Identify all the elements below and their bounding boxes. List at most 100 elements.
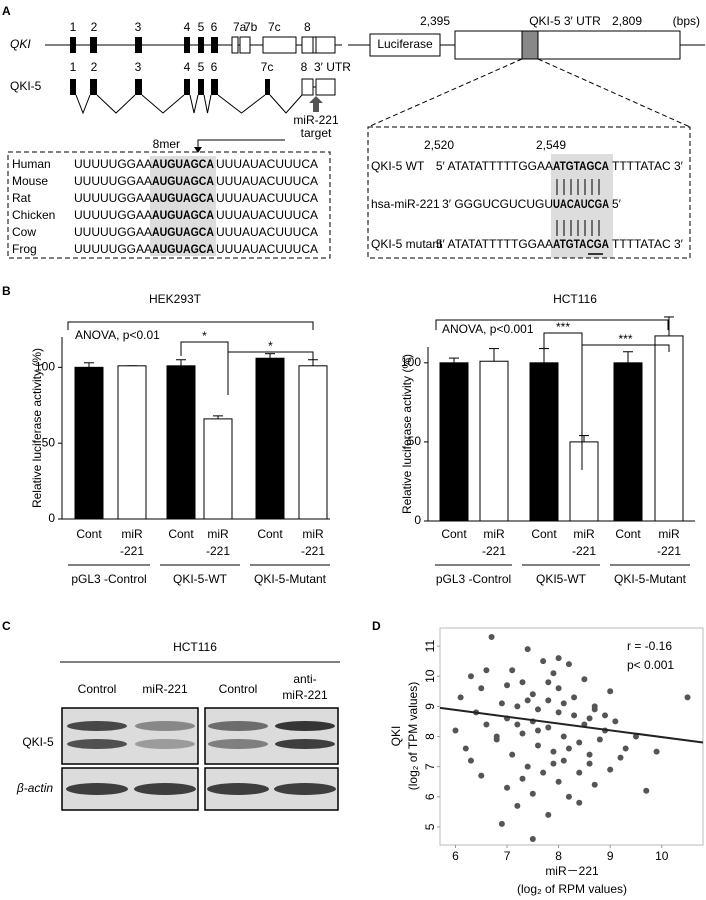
exon-label: 7a [233, 20, 247, 34]
luciferase-label: Luciferase [377, 37, 433, 51]
x-tick-label: 10 [655, 849, 669, 863]
point [576, 739, 583, 746]
sequence: 5′ ATATATTTTTGGAA [436, 237, 553, 251]
intron [75, 94, 91, 115]
pointer [197, 139, 285, 148]
exon-label: 7c [261, 60, 274, 74]
point [529, 835, 536, 842]
point [612, 718, 619, 725]
target-label: target [301, 126, 332, 140]
bar [439, 362, 469, 522]
significance-bracket [180, 341, 229, 395]
point [514, 721, 521, 728]
utr [315, 78, 336, 96]
exon-label: 1 [70, 20, 77, 34]
point [560, 700, 567, 707]
sequence: UUUUUGGAA [74, 157, 152, 171]
point [478, 685, 485, 692]
sequence: 5′ ATATATTTTTGGAA [436, 159, 553, 173]
sequence: UUUAUACUUUCA [216, 157, 318, 171]
point [565, 793, 572, 800]
band [208, 721, 268, 731]
significance-label: * [202, 329, 207, 343]
exon [184, 37, 190, 53]
point [586, 715, 593, 722]
exon [135, 37, 142, 53]
x-tick-label: -221 [482, 544, 506, 558]
point [519, 679, 526, 686]
intron [96, 94, 136, 114]
seed: ATGTAGCA [553, 159, 609, 173]
exon-label: 2 [91, 20, 98, 34]
exon [135, 79, 142, 95]
x-tick-label: 7 [504, 849, 511, 863]
point [565, 661, 572, 668]
lane-label: miR-221 [142, 682, 188, 696]
point [529, 691, 536, 698]
point [550, 748, 557, 755]
point [540, 769, 547, 776]
highlights [150, 154, 613, 258]
intron [203, 94, 212, 114]
x-tick-label: miR [121, 527, 143, 541]
sequence: UUUAUACUUUCA [216, 242, 318, 256]
seed-highlight [150, 156, 216, 256]
mer-label: 8mer [153, 137, 180, 151]
exon-label: 5 [198, 20, 205, 34]
point [509, 667, 516, 674]
point [498, 820, 505, 827]
exon-label: 2 [91, 60, 98, 74]
target-label: miR-221 [293, 113, 339, 127]
significance-label: * [268, 339, 273, 353]
sequence: UUUAUACUUUCA [216, 208, 318, 222]
exon-label: 8 [304, 20, 311, 34]
row-label: hsa-miR-221 [371, 197, 440, 211]
exon [239, 36, 251, 54]
y-axis-label: Relative luciferase activity (%) [400, 354, 414, 514]
point [555, 778, 562, 785]
bar [654, 335, 684, 522]
group-label: QKI-5-Mutant [254, 572, 327, 586]
point [555, 709, 562, 716]
bar [166, 365, 196, 520]
y-axis-sublabel: (log₂ of TPM values) [406, 682, 420, 790]
y-tick-label: 9 [423, 703, 437, 710]
target-arrow [309, 96, 323, 112]
utr-box [454, 30, 681, 60]
point [504, 682, 511, 689]
x-axis-label: miR－221 [545, 864, 599, 878]
species: Human [12, 157, 51, 171]
point [534, 706, 541, 713]
point [622, 745, 629, 752]
lane-label: Control [78, 682, 117, 696]
exon [90, 37, 97, 53]
point [596, 736, 603, 743]
exon-label: 7c [268, 20, 281, 34]
band [135, 721, 195, 731]
point [581, 676, 588, 683]
exon-label: 4 [184, 60, 191, 74]
significance-bracket [228, 351, 314, 360]
exon [301, 36, 336, 54]
intron [269, 94, 303, 114]
point [493, 733, 500, 740]
exon-label: 3 [135, 20, 142, 34]
x-tick-label: Cont [257, 527, 283, 541]
lane-label: Control [219, 682, 258, 696]
zoom-line [537, 58, 691, 128]
sequence: UUUUUGGAA [74, 225, 152, 239]
sequence: UUUAUACUUUCA [216, 191, 318, 205]
bar [255, 357, 285, 520]
x-tick-label: -221 [120, 544, 144, 558]
band [275, 739, 335, 749]
point [488, 634, 495, 641]
position-label: 2,549 [536, 138, 566, 152]
sequence: TTTTATAC 3′ [612, 237, 684, 251]
sequence: UUUUUGGAA [74, 191, 152, 205]
bar [298, 365, 328, 520]
x-tick-label: miR [483, 527, 505, 541]
point [462, 745, 469, 752]
row-label: QKI-5 [22, 735, 54, 749]
point [545, 697, 552, 704]
exon [90, 79, 97, 95]
